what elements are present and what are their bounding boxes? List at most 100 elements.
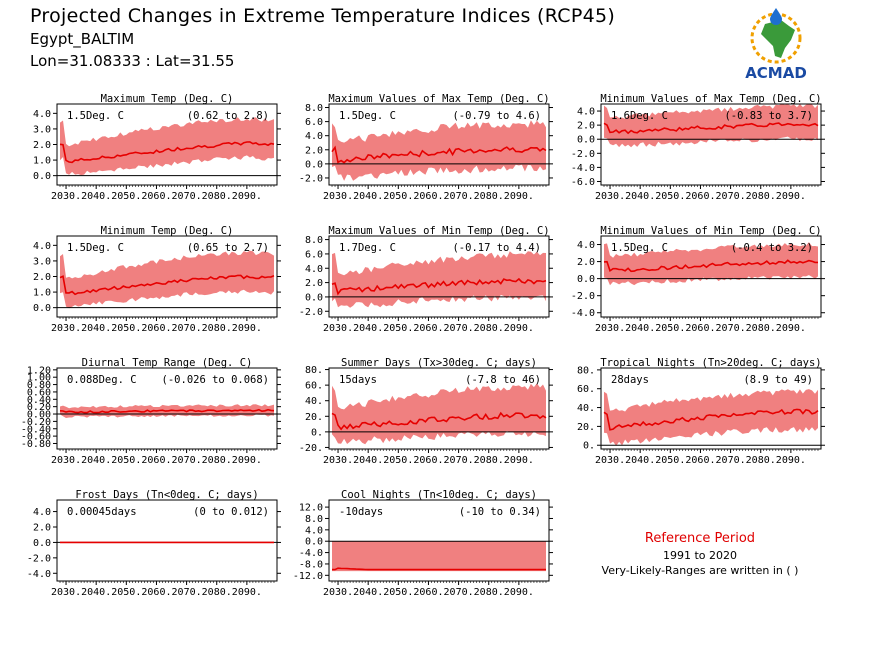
- y-tick-label: 3.0: [33, 124, 51, 135]
- x-tick-label: 2050.: [383, 455, 413, 466]
- x-tick-label: 2070.: [172, 191, 202, 202]
- very-likely-range-band: [332, 383, 546, 445]
- x-tick-label: 2050.: [111, 455, 141, 466]
- x-tick-label: 2030.: [323, 323, 353, 334]
- x-tick-label: 2070.: [444, 191, 474, 202]
- y-tick-label: 0.60: [27, 387, 51, 398]
- y-tick-label: 6.0: [305, 249, 323, 260]
- x-tick-label: 2050.: [111, 323, 141, 334]
- y-tick-label: 4.0: [577, 107, 595, 118]
- y-tick-label: -0.60: [21, 432, 51, 443]
- very-likely-range-band: [332, 541, 546, 572]
- y-tick-label: 1.0: [33, 288, 51, 299]
- y-tick-label: 8.0: [305, 103, 323, 114]
- x-tick-label: 2080.: [202, 323, 232, 334]
- y-tick-label: 0.0: [33, 538, 51, 549]
- x-tick-label: 2080.: [202, 191, 232, 202]
- x-tick-label: 2040.: [81, 323, 111, 334]
- mean-change-label: 1.5Deg. C: [339, 110, 396, 122]
- x-tick-label: 2060.: [413, 191, 443, 202]
- y-tick-label: 2.0: [33, 523, 51, 534]
- plot-frame: [328, 235, 550, 318]
- x-tick-label: 2050.: [383, 587, 413, 598]
- chart-txx_max: 2030. 2040. 2050. 2060. 2070. 2080. 2090. -2.0 0…: [299, 93, 553, 202]
- ensemble-mean-line: [603, 408, 819, 431]
- y-tick-label: 0.: [311, 427, 323, 438]
- x-tick-label: 2070.: [444, 323, 474, 334]
- x-tick-label: 2090.: [232, 323, 262, 334]
- chart-title: Frost Days (Tn<0deg. C; days): [75, 489, 258, 501]
- y-tick-label: 0.0: [33, 171, 51, 182]
- y-tick-label: 0.00: [27, 410, 51, 421]
- x-tick-label: 2050.: [655, 323, 685, 334]
- y-tick-label: 2.0: [305, 145, 323, 156]
- x-tick-label: 2040.: [353, 191, 383, 202]
- y-tick-label: 2.0: [577, 257, 595, 268]
- y-tick-label: -8.0: [299, 559, 323, 570]
- x-tick-label: 2030.: [323, 455, 353, 466]
- y-tick-label: 80.: [305, 365, 323, 376]
- chart-dtr: 2030. 2040. 2050. 2060. 2070. 2080. 2090. -0.80…: [21, 357, 281, 466]
- very-likely-range-band: [332, 120, 546, 181]
- station-coordinates: Lon=31.08333 : Lat=31.55: [30, 52, 235, 70]
- chart-title: Minimum Temp (Deg. C): [101, 225, 234, 237]
- range-label: (-10 to 0.34): [459, 506, 541, 518]
- x-tick-label: 2090.: [504, 587, 534, 598]
- mean-change-label: 1.6Deg. C: [611, 110, 668, 122]
- x-tick-label: 2050.: [383, 191, 413, 202]
- x-tick-label: 2080.: [746, 323, 776, 334]
- y-tick-label: 40.: [577, 403, 595, 414]
- y-tick-label: 2.0: [305, 278, 323, 289]
- range-label: (-0.79 to 4.6): [452, 110, 541, 122]
- y-tick-label: -4.0: [571, 308, 595, 319]
- ensemble-mean-line: [332, 567, 546, 571]
- ensemble-mean-line: [603, 259, 818, 273]
- x-tick-label: 2030.: [51, 191, 81, 202]
- x-tick-label: 2030.: [51, 323, 81, 334]
- ensemble-mean-line: [331, 411, 547, 431]
- africa-map-icon: [750, 8, 802, 64]
- x-tick-label: 2090.: [504, 455, 534, 466]
- very-likely-range-band: [332, 251, 546, 308]
- chart-tnn_min: 2030. 2040. 2050. 2060. 2070. 2080. 2090. -4.0 -…: [571, 225, 825, 334]
- x-tick-label: 2080.: [746, 455, 776, 466]
- chart-title: Minimum Values of Max Temp (Deg. C): [600, 93, 821, 105]
- acmad-logo: ACMAD: [735, 6, 817, 84]
- mean-change-label: 15days: [339, 374, 377, 386]
- x-tick-label: 2060.: [685, 455, 715, 466]
- y-tick-label: -20.: [299, 443, 323, 454]
- very-likely-range-band: [604, 389, 818, 446]
- x-tick-label: 2040.: [353, 587, 383, 598]
- y-tick-label: 4.0: [33, 241, 51, 252]
- x-tick-label: 2060.: [685, 323, 715, 334]
- y-tick-label: 60.: [577, 384, 595, 395]
- y-tick-label: -0.80: [21, 439, 51, 450]
- x-tick-label: 2030.: [323, 191, 353, 202]
- ensemble-mean-line: [603, 122, 819, 135]
- y-tick-label: 2.0: [33, 272, 51, 283]
- y-tick-label: -6.0: [571, 177, 595, 188]
- x-tick-label: 2080.: [474, 587, 504, 598]
- x-tick-label: 2070.: [444, 455, 474, 466]
- y-tick-label: 0.0: [305, 159, 323, 170]
- y-tick-label: -2.0: [299, 173, 323, 184]
- x-tick-label: 2040.: [353, 323, 383, 334]
- range-label: (0.62 to 2.8): [187, 110, 269, 122]
- mean-change-label: 0.088Deg. C: [67, 374, 137, 386]
- plot-frame: [56, 499, 278, 582]
- figure-header: Projected Changes in Extreme Temperature…: [30, 4, 615, 72]
- x-tick-label: 2070.: [716, 455, 746, 466]
- x-tick-label: 2060.: [141, 587, 171, 598]
- mean-change-label: 0.00045days: [67, 506, 137, 518]
- very-likely-range-band: [60, 250, 274, 309]
- reference-period-title: Reference Period: [644, 531, 756, 546]
- x-tick-label: 2060.: [413, 455, 443, 466]
- chart-txx_mean: 2030. 2040. 2050. 2060. 2070. 2080. 2090. 0.0 1.…: [33, 93, 281, 202]
- y-tick-label: 1.20: [27, 365, 51, 376]
- y-tick-label: -2.0: [299, 307, 323, 318]
- range-label: (8.9 to 49): [743, 374, 813, 386]
- range-label: (0.65 to 2.7): [187, 242, 269, 254]
- y-tick-label: 60.: [305, 381, 323, 392]
- y-tick-label: -4.0: [571, 163, 595, 174]
- chart-title: Minimum Values of Min Temp (Deg. C): [600, 225, 821, 237]
